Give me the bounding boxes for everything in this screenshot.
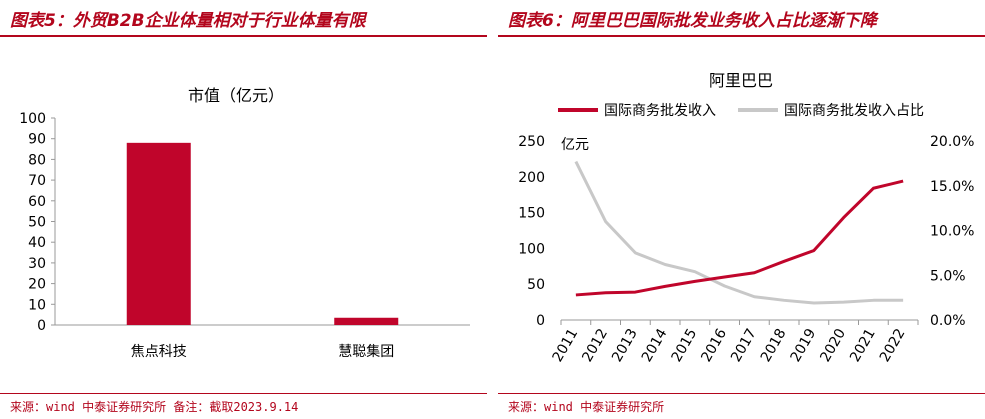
left-y-tick-label: 100 — [518, 241, 545, 257]
y-tick-label: 100 — [19, 111, 46, 127]
right-left-y-ticks: 0 50 100 150 200 250 — [518, 134, 545, 329]
left-y-tick-label: 0 — [536, 313, 545, 329]
x-tick-label: 2012 — [579, 326, 611, 365]
legend-label: 国际商务批发收入 — [604, 103, 716, 119]
right-y-tick-label: 10.0% — [930, 224, 974, 240]
x-category-label: 焦点科技 — [131, 344, 187, 360]
left-source: 来源：wind 中泰证券研究所 备注：截取2023.9.14 — [10, 400, 299, 414]
x-tick-label: 2020 — [817, 326, 849, 365]
x-tick-label: 2015 — [669, 326, 701, 365]
series-line — [575, 179, 904, 297]
right-y-tick-label: 15.0% — [930, 179, 974, 195]
left-y-tick-label: 250 — [518, 134, 545, 150]
left-panel: 图表5：外贸B2B企业体量相对于行业体量有限 市值（亿元） 0 10 20 30 40 5… — [0, 0, 487, 419]
left-x-labels: 焦点科技 慧聪集团 — [131, 343, 395, 360]
left-chart-title: 市值（亿元） — [188, 86, 284, 105]
legend-item: 国际商务批发收入 — [558, 103, 716, 119]
y-tick-label: 20 — [28, 277, 46, 293]
x-tick-label: 2021 — [847, 326, 879, 365]
right-title-rule — [498, 35, 985, 37]
y-tick-label: 50 — [28, 215, 46, 231]
x-tick-label: 2016 — [698, 326, 730, 365]
y-tick-label: 70 — [28, 173, 46, 189]
left-bars — [126, 142, 399, 325]
x-tick-label: 2011 — [550, 326, 582, 365]
left-title-rule — [0, 35, 487, 37]
x-category-label: 慧聪集团 — [338, 343, 394, 360]
right-right-y-ticks: 0.0% 5.0% 10.0% 15.0% 20.0% — [930, 134, 974, 329]
left-y-ticks: 0 10 20 30 40 50 60 70 80 90 100 — [19, 111, 55, 334]
right-source: 来源：wind 中泰证券研究所 — [508, 400, 665, 414]
left-y-tick-label: 50 — [527, 277, 545, 293]
y-tick-label: 80 — [28, 152, 46, 168]
legend-item: 国际商务批发收入占比 — [738, 103, 924, 119]
right-line-chart: 阿里巴巴 国际商务批发收入 国际商务批发收入占比 亿元 0 50 100 150 200 2… — [518, 71, 974, 365]
right-panel: 图表6：阿里巴巴国际批发业务收入占比逐渐下降 阿里巴巴 国际商务批发收入 国际商务… — [498, 0, 985, 419]
x-tick-label: 2022 — [877, 326, 909, 365]
left-y-tick-label: 150 — [518, 206, 545, 222]
legend-label: 国际商务批发收入占比 — [784, 103, 924, 119]
left-figure-title: 图表5：外贸B2B企业体量相对于行业体量有限 — [10, 11, 366, 31]
right-series-lines — [574, 160, 904, 305]
y-tick-label: 10 — [28, 297, 46, 313]
right-chart-title: 阿里巴巴 — [709, 71, 773, 90]
right-x-ticks: 2011201220132014201520162017201820192020… — [550, 320, 919, 365]
y-tick-label: 0 — [37, 318, 46, 334]
right-figure-title: 图表6：阿里巴巴国际批发业务收入占比逐渐下降 — [508, 11, 877, 31]
right-y-tick-label: 5.0% — [930, 268, 966, 284]
right-legend: 国际商务批发收入 国际商务批发收入占比 — [558, 103, 924, 119]
x-tick-label: 2014 — [639, 326, 671, 365]
bar — [334, 317, 399, 325]
right-y-tick-label: 20.0% — [930, 134, 974, 150]
left-bar-chart: 市值（亿元） 0 10 20 30 40 50 60 70 80 90 100 焦点科技 慧聪集团 — [19, 86, 470, 360]
right-y-unit: 亿元 — [561, 137, 589, 153]
x-tick-label: 2013 — [609, 326, 641, 365]
left-y-tick-label: 200 — [518, 170, 545, 186]
y-tick-label: 30 — [28, 256, 46, 272]
y-tick-label: 90 — [28, 132, 46, 148]
left-source-rule — [0, 393, 487, 394]
x-tick-label: 2017 — [728, 326, 760, 365]
x-tick-label: 2018 — [758, 326, 790, 365]
y-tick-label: 40 — [28, 235, 46, 251]
series-line — [574, 160, 904, 305]
bar — [126, 142, 191, 325]
y-tick-label: 60 — [28, 194, 46, 210]
right-source-rule — [498, 393, 985, 394]
x-tick-label: 2019 — [788, 326, 820, 365]
right-y-tick-label: 0.0% — [930, 313, 966, 329]
